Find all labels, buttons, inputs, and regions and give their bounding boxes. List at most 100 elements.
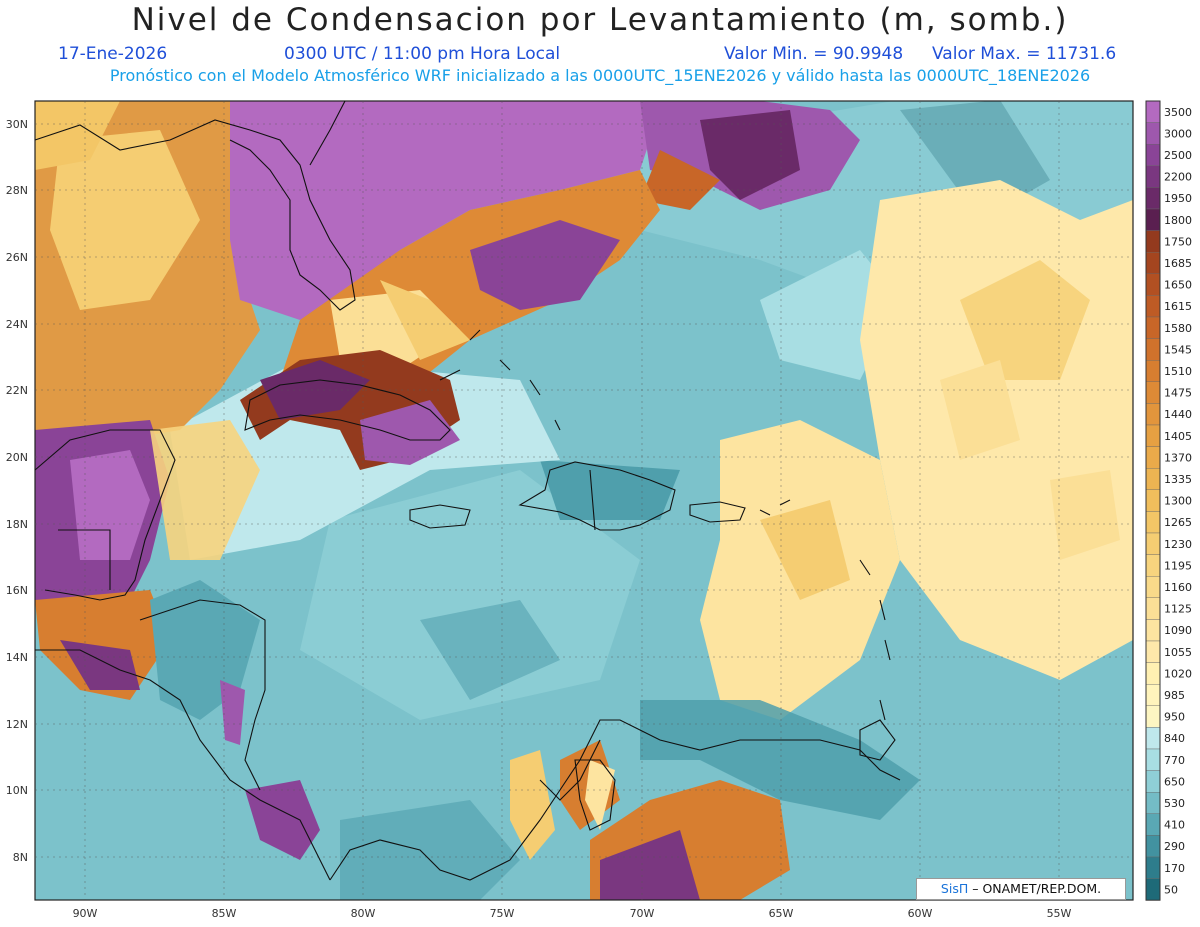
legend-swatch bbox=[1145, 770, 1161, 793]
legend-label: 530 bbox=[1164, 797, 1185, 810]
forecast-date: 17-Ene-2026 bbox=[58, 44, 168, 64]
legend-swatch bbox=[1145, 251, 1161, 274]
graticule bbox=[35, 101, 1133, 900]
legend-swatch bbox=[1145, 446, 1161, 469]
legend-label: 770 bbox=[1164, 754, 1185, 767]
lat-label: 20N bbox=[6, 451, 28, 464]
lon-label: 85W bbox=[212, 907, 237, 920]
legend-label: 1370 bbox=[1164, 451, 1192, 464]
map-frame bbox=[34, 100, 1134, 901]
lcl-field bbox=[35, 101, 1133, 900]
credit-text: – ONAMET/REP.DOM. bbox=[972, 881, 1102, 896]
legend-swatch bbox=[1145, 100, 1161, 123]
legend-label: 1510 bbox=[1164, 365, 1192, 378]
legend-label: 985 bbox=[1164, 689, 1185, 702]
legend-label: 1750 bbox=[1164, 235, 1192, 248]
legend-swatch bbox=[1145, 230, 1161, 253]
lon-label: 90W bbox=[73, 907, 98, 920]
legend-label: 1800 bbox=[1164, 214, 1192, 227]
legend-swatch bbox=[1145, 813, 1161, 836]
legend-swatch bbox=[1145, 273, 1161, 296]
legend-swatch bbox=[1145, 316, 1161, 339]
legend-swatch bbox=[1145, 381, 1161, 404]
legend-swatch bbox=[1145, 597, 1161, 620]
legend-label: 1160 bbox=[1164, 581, 1192, 594]
legend-swatch bbox=[1145, 468, 1161, 491]
legend-label: 1125 bbox=[1164, 603, 1192, 616]
legend-label: 1475 bbox=[1164, 387, 1192, 400]
legend-label: 170 bbox=[1164, 862, 1185, 875]
legend-swatch bbox=[1145, 662, 1161, 685]
lat-label: 24N bbox=[6, 318, 28, 331]
legend-label: 1300 bbox=[1164, 495, 1192, 508]
lon-label: 75W bbox=[490, 907, 515, 920]
legend-swatch bbox=[1145, 360, 1161, 383]
legend-swatch bbox=[1145, 640, 1161, 663]
legend-swatch bbox=[1145, 792, 1161, 815]
color-legend: 3500 3000 2500 2200 1950 1800 1750 1685 1650 1615… bbox=[1145, 100, 1192, 901]
legend-frame bbox=[1145, 100, 1161, 901]
forecast-time: 0300 UTC / 11:00 pm Hora Local bbox=[284, 44, 561, 64]
legend-swatch bbox=[1145, 208, 1161, 231]
legend-swatch bbox=[1145, 122, 1161, 145]
lon-label: 60W bbox=[908, 907, 933, 920]
legend-label: 3500 bbox=[1164, 106, 1192, 119]
legend-swatch bbox=[1145, 489, 1161, 512]
legend-swatch bbox=[1145, 143, 1161, 166]
lat-label: 28N bbox=[6, 184, 28, 197]
legend-swatch bbox=[1145, 576, 1161, 599]
legend-label: 1335 bbox=[1164, 473, 1192, 486]
legend-label: 1650 bbox=[1164, 279, 1192, 292]
legend-label: 1265 bbox=[1164, 516, 1192, 529]
legend-swatch bbox=[1145, 878, 1161, 901]
legend-swatch bbox=[1145, 187, 1161, 210]
legend-label: 3000 bbox=[1164, 127, 1192, 140]
legend-swatch bbox=[1145, 511, 1161, 534]
legend-swatch bbox=[1145, 727, 1161, 750]
lat-label: 18N bbox=[6, 518, 28, 531]
legend-label: 1580 bbox=[1164, 322, 1192, 335]
lat-label: 30N bbox=[6, 118, 28, 131]
legend-swatch bbox=[1145, 705, 1161, 728]
min-value: Valor Min. = 90.9948 bbox=[724, 44, 904, 64]
legend-label: 2500 bbox=[1164, 149, 1192, 162]
legend-label: 1195 bbox=[1164, 559, 1192, 572]
lat-label: 8N bbox=[13, 851, 28, 864]
legend-label: 1615 bbox=[1164, 300, 1192, 313]
legend-swatch bbox=[1145, 424, 1161, 447]
axis-labels: 30N 28N 26N 24N 22N 20N 18N 16N 14N 12N … bbox=[6, 118, 1072, 920]
legend-label: 1545 bbox=[1164, 343, 1192, 356]
legend-label: 840 bbox=[1164, 732, 1185, 745]
legend-swatch bbox=[1145, 748, 1161, 771]
legend-label: 650 bbox=[1164, 775, 1185, 788]
legend-label: 1440 bbox=[1164, 408, 1192, 421]
legend-label: 2200 bbox=[1164, 171, 1192, 184]
legend-swatch bbox=[1145, 338, 1161, 361]
legend-swatch bbox=[1145, 684, 1161, 707]
legend-swatch bbox=[1145, 295, 1161, 318]
legend-swatch bbox=[1145, 856, 1161, 879]
legend-label: 1685 bbox=[1164, 257, 1192, 270]
lat-label: 14N bbox=[6, 651, 28, 664]
legend-label: 1230 bbox=[1164, 538, 1192, 551]
coastlines bbox=[34, 100, 901, 881]
legend-swatch bbox=[1145, 165, 1161, 188]
legend-label: 1090 bbox=[1164, 624, 1192, 637]
sispi-logo: SisΠ bbox=[940, 881, 969, 896]
lat-label: 22N bbox=[6, 384, 28, 397]
lat-label: 12N bbox=[6, 718, 28, 731]
legend-label: 50 bbox=[1164, 883, 1178, 896]
lon-label: 55W bbox=[1047, 907, 1072, 920]
lon-label: 70W bbox=[630, 907, 655, 920]
map-title: Nivel de Condensacion por Levantamiento … bbox=[131, 2, 1069, 38]
legend-label: 950 bbox=[1164, 711, 1185, 724]
lat-label: 16N bbox=[6, 584, 28, 597]
legend-label: 1405 bbox=[1164, 430, 1192, 443]
legend-swatch bbox=[1145, 835, 1161, 858]
max-value: Valor Max. = 11731.6 bbox=[932, 44, 1117, 64]
legend-swatch bbox=[1145, 532, 1161, 555]
legend-swatch bbox=[1145, 403, 1161, 426]
legend-label: 290 bbox=[1164, 840, 1185, 853]
legend-label: 410 bbox=[1164, 819, 1185, 832]
